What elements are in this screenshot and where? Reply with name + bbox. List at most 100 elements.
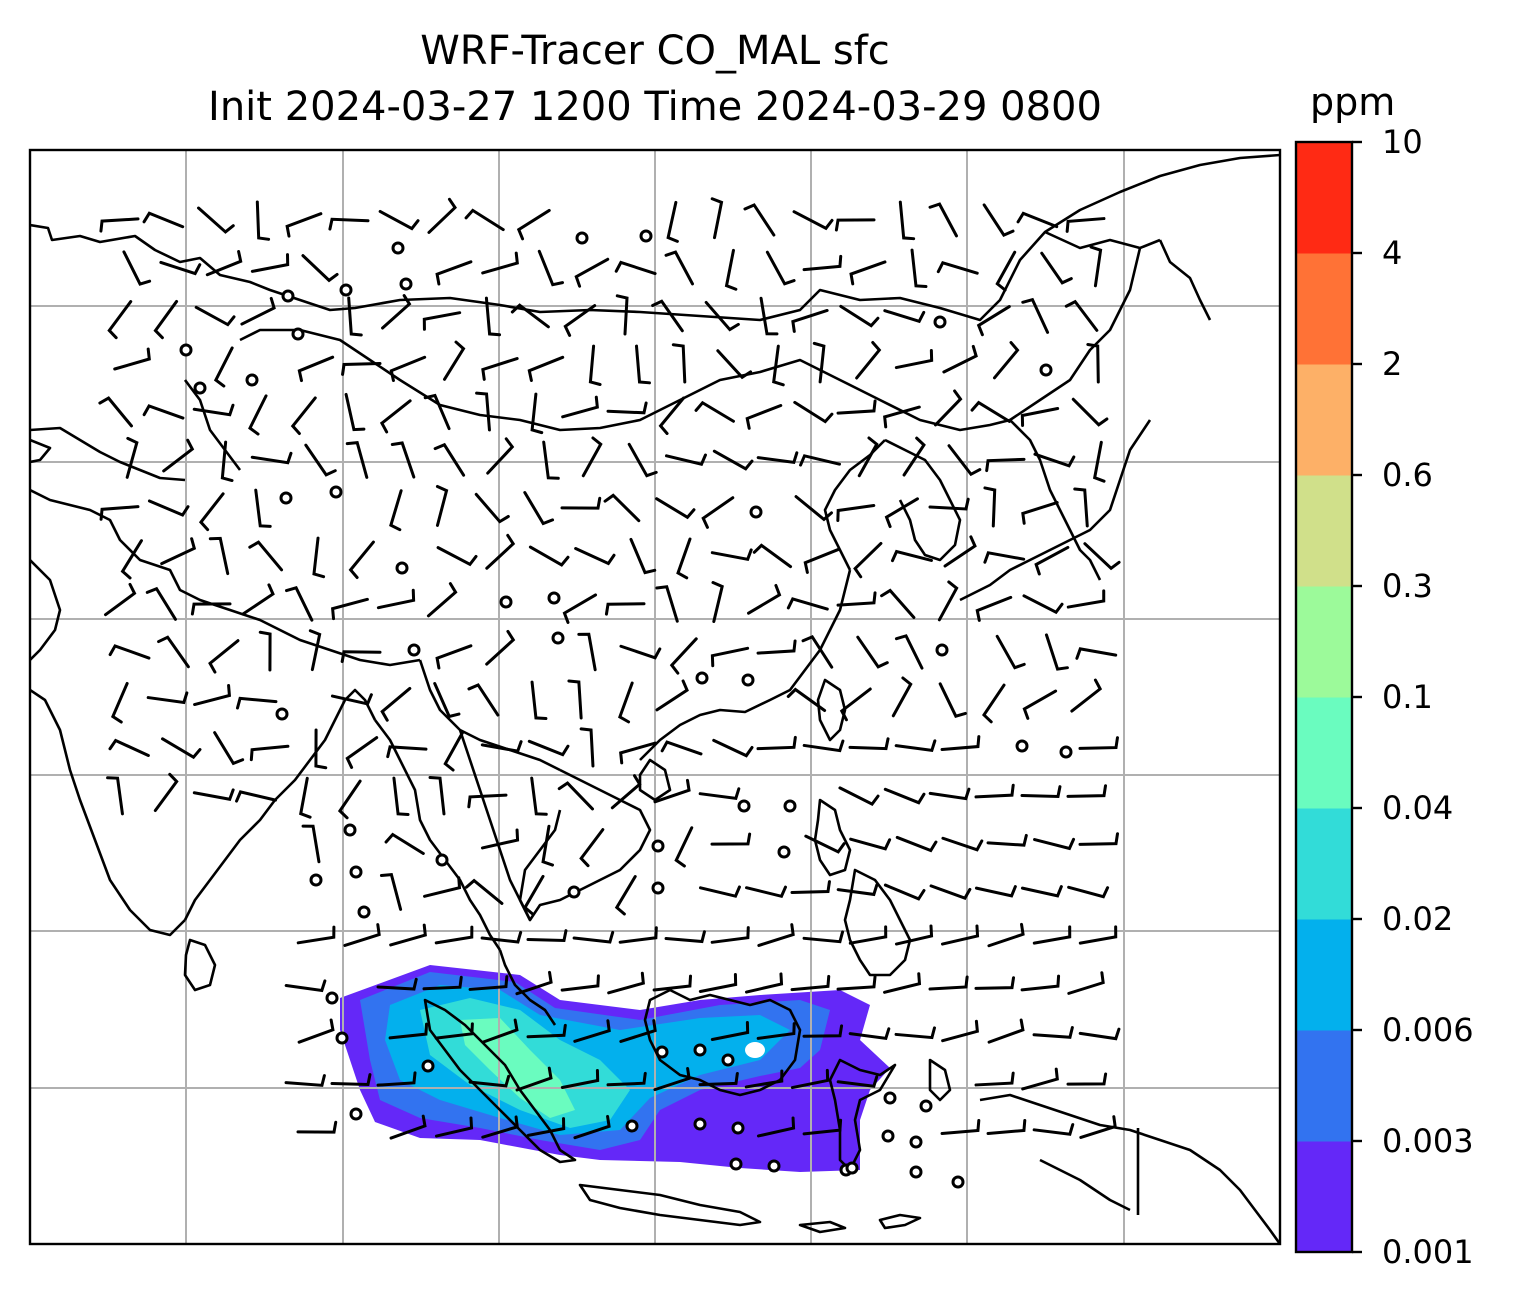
colorbar-tick-label: 4 xyxy=(1382,234,1403,272)
wind-barb xyxy=(674,826,694,868)
wind-barb xyxy=(655,585,679,623)
wind-barb xyxy=(610,774,642,810)
calm-wind-circle xyxy=(349,1107,363,1121)
wind-barb xyxy=(883,787,926,805)
calm-wind-circle xyxy=(335,1031,349,1045)
wind-barb xyxy=(160,537,197,566)
wind-barb xyxy=(384,832,425,855)
wind-barb xyxy=(301,824,321,864)
wind-barb xyxy=(836,399,877,415)
wind-barb xyxy=(1071,397,1109,427)
wind-barb xyxy=(619,741,657,765)
wind-barb xyxy=(484,296,502,337)
wind-barb xyxy=(928,975,969,991)
wind-barb xyxy=(836,883,879,897)
wind-barb xyxy=(561,395,599,419)
wind-barb xyxy=(836,975,877,991)
wind-barb xyxy=(710,926,750,944)
calm-wind-circle xyxy=(651,881,665,895)
wind-barb xyxy=(208,639,240,674)
calm-wind-circle xyxy=(407,643,421,657)
coast-korea xyxy=(884,438,962,562)
wind-barb xyxy=(1065,217,1106,233)
wind-barb xyxy=(629,537,657,575)
wind-barb xyxy=(573,1114,611,1140)
wind-barb xyxy=(987,1018,1025,1044)
wind-barb xyxy=(848,737,890,751)
calm-wind-circle xyxy=(881,1129,895,1143)
wind-barb xyxy=(510,303,550,329)
wind-barb xyxy=(802,930,845,944)
wind-barb xyxy=(560,974,600,992)
wind-barb xyxy=(710,832,752,846)
wind-barb xyxy=(604,602,646,616)
wind-barb xyxy=(560,496,602,510)
wind-barb xyxy=(664,453,707,466)
wind-barb xyxy=(198,492,225,532)
wind-barb xyxy=(627,442,658,478)
colorbar-tick-label: 0.006 xyxy=(1382,1011,1474,1049)
coast-sulawesi xyxy=(828,1058,897,1172)
wind-barb xyxy=(392,776,410,816)
colorbar-band-6 xyxy=(1296,475,1352,587)
wind-barb xyxy=(772,344,785,387)
calm-wind-circle xyxy=(933,315,947,329)
wind-barb xyxy=(474,492,510,524)
wind-barb xyxy=(928,202,958,238)
wind-barb xyxy=(744,972,784,994)
wind-barb xyxy=(108,644,151,660)
wind-barb xyxy=(526,929,568,943)
wind-barb xyxy=(995,634,1026,670)
colorbar-band-9 xyxy=(1296,142,1352,254)
wind-barb xyxy=(285,586,314,622)
wind-barb xyxy=(145,586,177,621)
wind-barb xyxy=(884,497,919,529)
wind-barb xyxy=(113,347,151,371)
wind-barb xyxy=(1020,974,1061,992)
wind-barb xyxy=(1092,440,1106,483)
wind-barb xyxy=(653,1066,691,1092)
wind-barb xyxy=(653,778,691,804)
wind-barb xyxy=(379,399,412,434)
wind-barb xyxy=(802,1118,843,1136)
wind-barb xyxy=(516,208,551,241)
wind-barb xyxy=(792,210,834,231)
calm-wind-circles xyxy=(179,229,1073,1189)
calm-wind-circle xyxy=(281,289,295,303)
colorbar-tick-label: 0.003 xyxy=(1382,1122,1474,1160)
wind-barb xyxy=(328,217,370,231)
wind-barb xyxy=(301,254,339,283)
wind-barb xyxy=(890,549,933,563)
wind-barb xyxy=(883,972,922,994)
chart-title: WRF-Tracer CO_MAL sfc xyxy=(420,28,890,74)
wind-barb xyxy=(434,1022,474,1040)
wind-barb xyxy=(974,1071,1015,1087)
calm-wind-circle xyxy=(275,707,289,721)
wind-barb xyxy=(1066,1072,1108,1086)
wind-barb xyxy=(606,401,648,415)
colorbar-band-2 xyxy=(1296,919,1352,1031)
wind-barb xyxy=(651,299,684,333)
colorbar-tick-label: 0.1 xyxy=(1382,678,1433,716)
wind-barb xyxy=(330,1073,372,1086)
wind-barb xyxy=(542,440,560,480)
wind-barb xyxy=(698,1071,739,1087)
colorbar-band-3 xyxy=(1296,808,1352,920)
coast-japan xyxy=(959,419,1152,602)
coast-sumatra xyxy=(423,998,577,1164)
coast-china-east xyxy=(823,439,886,571)
wind-barb xyxy=(756,1116,796,1138)
wind-barb xyxy=(297,355,335,383)
wind-barb xyxy=(1067,885,1110,899)
colorbar-tick-label: 10 xyxy=(1382,123,1423,161)
calm-wind-circle xyxy=(655,1045,669,1059)
wind-barb xyxy=(190,602,232,616)
wind-barb xyxy=(839,304,880,328)
wind-barb xyxy=(563,304,597,337)
wind-barb xyxy=(107,300,133,340)
calm-wind-circle xyxy=(1059,745,1073,759)
wind-barb xyxy=(676,537,692,580)
wind-barb xyxy=(527,355,565,382)
wind-barb xyxy=(976,305,1011,337)
wind-barb xyxy=(378,209,420,231)
